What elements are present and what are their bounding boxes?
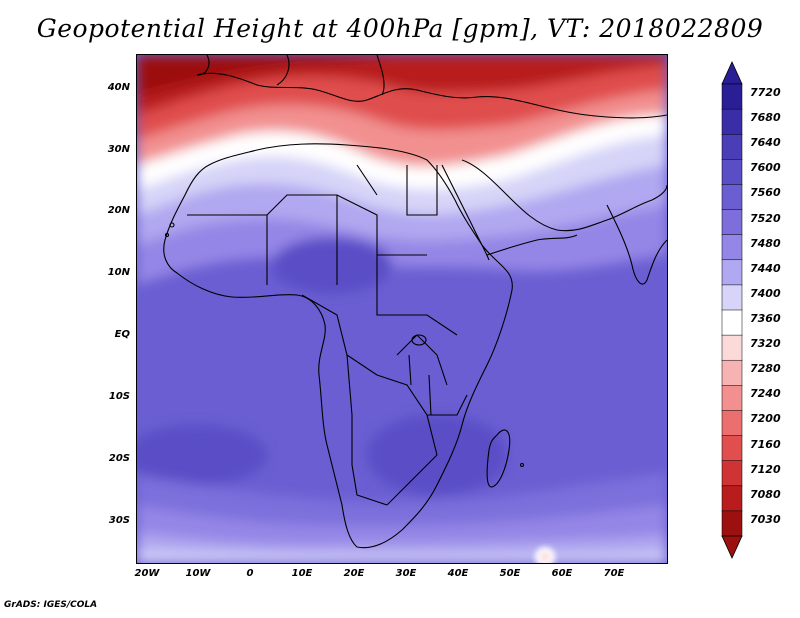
lon-label: 30E	[395, 568, 417, 579]
colorbar-label: 7600	[750, 161, 781, 175]
colorbar-swatch	[721, 209, 743, 236]
lat-label: 10N	[107, 267, 130, 278]
colorbar-swatch	[721, 334, 743, 361]
colorbar-label: 7280	[750, 362, 781, 376]
colorbar-swatch	[721, 83, 743, 110]
colorbar-swatch	[721, 385, 743, 412]
colorbar-label: 7080	[750, 487, 781, 501]
field-bands	[137, 55, 667, 563]
colorbar-max-arrow	[721, 61, 743, 85]
colorbar-label: 7160	[750, 437, 781, 451]
colorbar-label: 7360	[750, 312, 781, 325]
colorbar-label: 7560	[750, 186, 781, 200]
colorbar-label: 7120	[750, 462, 781, 476]
colorbar-swatch	[721, 284, 743, 311]
colorbar-label: 7240	[750, 387, 781, 401]
colorbar-swatch	[721, 108, 743, 135]
lon-label: 60E	[551, 568, 573, 579]
lon-label: 20W	[134, 568, 160, 579]
colorbar-label: 7520	[750, 211, 781, 225]
colorbar-swatch	[721, 485, 743, 512]
colorbar-swatch	[721, 259, 743, 286]
colorbar-min-arrow	[721, 535, 743, 559]
lon-label: 10E	[291, 568, 313, 579]
lon-label: 40E	[447, 568, 469, 579]
lat-label: 30S	[108, 515, 130, 526]
lat-label: 40N	[107, 82, 130, 93]
height-field-map	[137, 55, 667, 563]
colorbar-label: 7320	[750, 337, 781, 351]
map-plot-area	[136, 54, 668, 564]
colorbar-swatch	[721, 410, 743, 437]
lat-label: 30N	[107, 144, 130, 155]
coastlines	[163, 55, 667, 549]
colorbar-swatch	[721, 510, 743, 537]
lon-label: 0	[246, 568, 254, 579]
colorbar-label: 7640	[750, 136, 781, 150]
colorbar-swatch	[721, 159, 743, 186]
colorbar-label: 7400	[750, 286, 781, 300]
lat-label: 10S	[108, 391, 130, 402]
lon-label: 70E	[603, 568, 625, 579]
colorbar-swatch	[721, 309, 743, 336]
map-title: Geopotential Height at 400hPa [gpm], VT:…	[36, 14, 764, 43]
colorbar-label: 7480	[750, 236, 781, 250]
lon-label: 50E	[499, 568, 521, 579]
colorbar-swatch	[721, 435, 743, 462]
colorbar-swatch	[721, 133, 743, 161]
lon-label: 20E	[343, 568, 365, 579]
lat-label: 20S	[108, 453, 130, 464]
colorbar-swatch	[721, 184, 743, 211]
colorbar-swatch	[721, 234, 743, 261]
lat-label: EQ	[114, 329, 130, 340]
colorbar-label: 7030	[750, 512, 781, 526]
colorbar-swatch	[721, 460, 743, 487]
colorbar	[721, 61, 743, 559]
lon-label: 10W	[185, 568, 211, 579]
colorbar-label: 7440	[750, 261, 781, 275]
colorbar-swatch	[721, 359, 743, 387]
colorbar-label: 7680	[750, 111, 781, 125]
colorbar-label: 7200	[750, 412, 781, 426]
footer-credit: GrADS: IGES/COLA	[4, 600, 98, 610]
lat-label: 20N	[107, 205, 130, 216]
colorbar-label: 7720	[750, 86, 781, 99]
